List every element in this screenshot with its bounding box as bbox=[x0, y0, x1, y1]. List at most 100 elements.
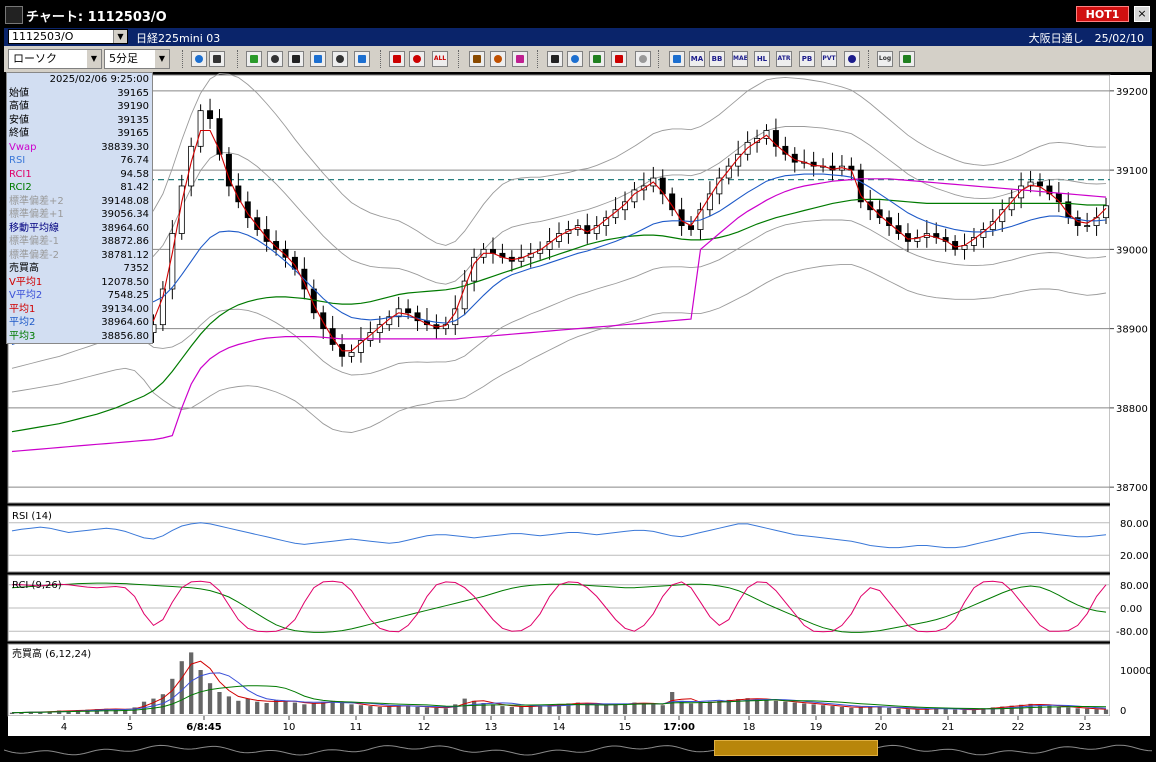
log-button[interactable]: Log bbox=[877, 51, 893, 67]
volume-bar bbox=[424, 707, 430, 714]
export-icon[interactable] bbox=[899, 51, 915, 67]
pb-button[interactable]: PB bbox=[799, 51, 815, 67]
close-icon[interactable]: × bbox=[1134, 6, 1150, 22]
candle-body bbox=[593, 225, 600, 234]
window-title: チャート: 1112503/O bbox=[26, 10, 167, 25]
bb-button[interactable]: BB bbox=[709, 51, 725, 67]
candle-body bbox=[178, 185, 185, 234]
data-value: 76.74 bbox=[120, 155, 149, 166]
volume-bar bbox=[207, 683, 213, 714]
data-value: 39135 bbox=[117, 114, 149, 126]
volume-bar bbox=[321, 701, 326, 714]
x-tick-label: 21 bbox=[942, 722, 955, 733]
bars-icon[interactable] bbox=[589, 51, 605, 67]
volume-bar bbox=[905, 709, 911, 714]
cursor-icon[interactable] bbox=[288, 51, 304, 67]
volume-bar bbox=[94, 709, 100, 714]
chart-canvas[interactable]: 39200 39100 39000 38900 38800 38700 80.00 20.00… bbox=[4, 72, 1152, 738]
volume-bar bbox=[264, 703, 269, 714]
volume-bar bbox=[123, 710, 128, 714]
data-row: 標準偏差-1 38872.86 bbox=[7, 235, 152, 249]
scroll-thumb[interactable] bbox=[714, 740, 878, 756]
search-icon[interactable] bbox=[567, 51, 583, 67]
mae-button[interactable]: MAE bbox=[732, 51, 748, 67]
candle2-icon[interactable] bbox=[409, 51, 425, 67]
data-label: 始値 bbox=[9, 87, 29, 99]
cross-icon[interactable] bbox=[611, 51, 627, 67]
color-icon[interactable] bbox=[512, 51, 528, 67]
all-button[interactable]: ALL bbox=[432, 51, 448, 67]
period-select[interactable]: 5分足 ▼ bbox=[104, 49, 170, 69]
ma3-line bbox=[11, 198, 1106, 433]
volume-bar bbox=[368, 706, 373, 714]
volume-ma3-line bbox=[11, 685, 1107, 714]
down-arrow-icon[interactable] bbox=[547, 51, 563, 67]
pvt-button[interactable]: PVT bbox=[821, 51, 837, 67]
atr-button[interactable]: ATR bbox=[776, 51, 792, 67]
data-value: 39190 bbox=[117, 101, 149, 112]
brush-icon[interactable] bbox=[267, 51, 283, 67]
hot-button[interactable]: HOT1 bbox=[1076, 6, 1129, 22]
volume-bar bbox=[792, 702, 797, 714]
print-icon[interactable] bbox=[332, 51, 348, 67]
volume-bar bbox=[1037, 704, 1043, 714]
panel-bg bbox=[7, 505, 1111, 573]
chevron-down-icon[interactable]: ▼ bbox=[87, 50, 101, 68]
volume-bar bbox=[1009, 705, 1014, 714]
candle-body bbox=[914, 237, 921, 242]
volume-bar bbox=[547, 705, 552, 714]
data-row: 標準偏差+2 39148.08 bbox=[7, 195, 152, 209]
ma2-line bbox=[11, 173, 1107, 346]
candle-body bbox=[348, 352, 355, 357]
disabled-icon[interactable] bbox=[635, 51, 651, 67]
data-label: 平均2 bbox=[9, 317, 36, 328]
ma-button[interactable]: MA bbox=[689, 51, 705, 67]
volume-bar bbox=[660, 705, 665, 714]
gear-icon[interactable] bbox=[469, 51, 485, 67]
bb-upper2-line bbox=[11, 72, 1106, 298]
chevron-down-icon[interactable]: ▼ bbox=[155, 50, 169, 68]
volume-bar bbox=[811, 704, 816, 714]
data-label: 売買高 bbox=[9, 263, 39, 274]
volume-bar bbox=[170, 678, 175, 714]
scroll-bar[interactable] bbox=[3, 738, 1153, 758]
session-date: 大阪日通し 25/02/10 bbox=[1028, 32, 1144, 45]
chart-type-select[interactable]: ローソク ▼ bbox=[8, 49, 102, 69]
volume-bar bbox=[1066, 707, 1071, 714]
clear-icon[interactable] bbox=[354, 51, 370, 67]
volume-bar bbox=[160, 694, 166, 714]
volume-bar bbox=[868, 706, 873, 714]
split-icon[interactable] bbox=[209, 51, 225, 67]
volume-bar bbox=[754, 699, 760, 714]
candle-body bbox=[631, 189, 638, 203]
data-panel: 2025/02/06 9:25:00 始値 39165 高値 39190 安値 39135… bbox=[6, 72, 153, 344]
undo-icon[interactable] bbox=[310, 51, 326, 67]
draw-line-icon[interactable] bbox=[246, 51, 262, 67]
candle-body bbox=[1084, 225, 1091, 227]
data-value: 39148.08 bbox=[101, 195, 149, 207]
volume-bar bbox=[245, 698, 250, 714]
volume-bar bbox=[896, 708, 901, 714]
candle-body bbox=[584, 225, 591, 234]
candle-body bbox=[876, 209, 883, 219]
chevron-down-icon[interactable]: ▼ bbox=[113, 30, 127, 43]
symbol-select[interactable]: 1112503/O ▼ bbox=[8, 29, 128, 44]
zoom-icon[interactable] bbox=[191, 51, 207, 67]
title-bar[interactable]: チャート: 1112503/O HOT1 × bbox=[0, 0, 1156, 28]
chart-area[interactable]: 39200 39100 39000 38900 38800 38700 80.00 20.00… bbox=[4, 72, 1152, 738]
x-tick-label: 20 bbox=[875, 722, 888, 733]
price-tick-label: 38700 bbox=[1116, 483, 1148, 494]
hl-button[interactable]: HL bbox=[754, 51, 770, 67]
volume-bar bbox=[302, 704, 307, 714]
wrench-icon[interactable] bbox=[490, 51, 506, 67]
ichimoku-icon[interactable] bbox=[669, 51, 685, 67]
box-icon[interactable] bbox=[844, 51, 860, 67]
volume-bar bbox=[85, 709, 90, 714]
volume-bar bbox=[443, 708, 448, 714]
volume-bar bbox=[717, 700, 722, 714]
candle-icon[interactable] bbox=[389, 51, 405, 67]
volume-bar bbox=[387, 706, 392, 714]
data-row: 売買高 7352 bbox=[7, 262, 152, 276]
candle-body bbox=[857, 169, 864, 203]
